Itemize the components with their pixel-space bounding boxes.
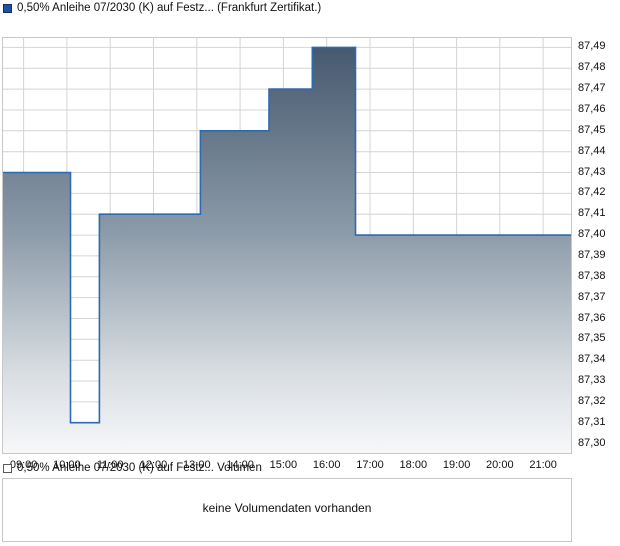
x-axis-tick: 12:00 (139, 459, 168, 471)
y-axis: 87,49 87,48 87,47 87,46 87,45 87,44 87,43 87,42… (578, 37, 620, 454)
y-axis-tick: 87,46 (578, 103, 606, 115)
x-axis: 09:00 10:00 11:00 12:00 13:00 14:00 15:00 16:00… (2, 458, 572, 474)
x-axis-tick: 14:00 (226, 459, 254, 471)
x-axis-tick: 21:00 (529, 459, 557, 471)
y-axis-tick: 87,37 (578, 290, 606, 303)
price-area-fill (2, 47, 572, 454)
y-axis-tick: 87,39 (578, 248, 606, 261)
plot-border (2, 37, 572, 454)
x-axis-tick: 17:00 (356, 459, 384, 471)
volume-chart-panel: keine Volumendaten vorhanden (2, 478, 572, 542)
y-axis-tick: 87,34 (578, 353, 606, 366)
volume-empty-message: keine Volumendaten vorhanden (202, 501, 372, 515)
y-axis-tick: 87,43 (578, 165, 606, 178)
price-chart-svg (2, 37, 572, 454)
y-axis-tick: 87,41 (578, 207, 606, 220)
x-axis-tick: 11:00 (96, 459, 124, 471)
y-axis-tick: 87,35 (578, 332, 606, 345)
x-axis-tick: 09:00 (9, 459, 38, 471)
y-axis-tick: 87,44 (578, 144, 606, 157)
x-axis-tick: 10:00 (53, 459, 81, 471)
x-axis-tick: 18:00 (399, 459, 428, 471)
price-plot-area[interactable] (2, 37, 572, 454)
y-axis-tick: 87,45 (578, 123, 606, 136)
y-axis-tick: 87,42 (578, 186, 606, 199)
y-axis-tick: 87,49 (578, 40, 606, 53)
y-axis-tick: 87,33 (578, 374, 606, 386)
y-axis-tick: 87,38 (578, 269, 606, 282)
price-legend-label: 0,50% Anleihe 07/2030 (K) auf Festz... (… (17, 2, 322, 14)
volume-legend-label: 0,50% Anleihe 07/2030 (K) auf Festz... V… (17, 462, 262, 474)
price-line (2, 46, 572, 424)
y-axis-tick: 87,36 (578, 311, 606, 324)
y-axis-tick: 87,31 (578, 415, 606, 428)
x-axis-tick: 13:00 (183, 459, 211, 471)
y-axis-tick: 87,47 (578, 82, 606, 95)
y-axis-tick: 87,30 (578, 436, 606, 449)
price-legend[interactable]: 0,50% Anleihe 07/2030 (K) auf Festz... (… (0, 0, 620, 17)
x-axis-tick: 16:00 (312, 459, 341, 471)
volume-legend[interactable]: 0,50% Anleihe 07/2030 (K) auf Festz... V… (0, 460, 620, 477)
x-axis-tick: 19:00 (442, 459, 471, 471)
y-axis-tick: 87,48 (578, 61, 606, 74)
volume-legend-row: 0,50% Anleihe 07/2030 (K) auf Festz... V… (0, 460, 620, 477)
price-legend-swatch-icon[interactable] (3, 4, 12, 13)
x-axis-tick: 15:00 (269, 459, 298, 471)
y-axis-tick: 87,40 (578, 228, 606, 241)
y-axis-tick: 87,32 (578, 394, 606, 407)
x-axis-tick: 20:00 (486, 459, 514, 471)
volume-legend-swatch-icon[interactable] (3, 464, 12, 473)
price-chart-panel: 87,49 87,48 87,47 87,46 87,45 87,44 87,43 87,42… (0, 18, 620, 471)
